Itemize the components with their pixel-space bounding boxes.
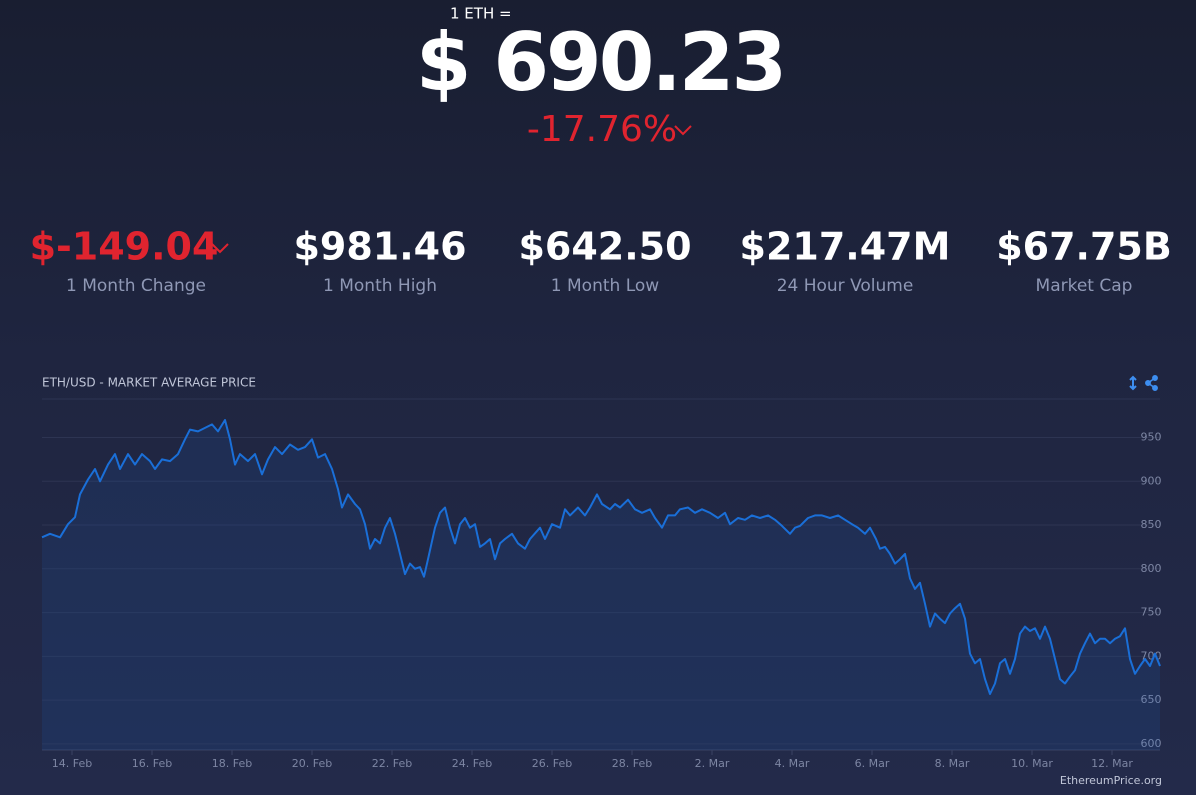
y-tick-label: 750 bbox=[1141, 606, 1162, 619]
x-tick-label: 12. Mar bbox=[1091, 757, 1133, 770]
stat-label: 1 Month Change bbox=[66, 276, 206, 296]
stat-value: $981.46 bbox=[293, 225, 466, 269]
stat-label: 1 Month High bbox=[323, 276, 437, 296]
y-tick-label: 800 bbox=[1141, 562, 1162, 575]
x-tick-label: 6. Mar bbox=[855, 757, 890, 770]
change: -17.76% bbox=[527, 109, 677, 150]
y-tick-label: 900 bbox=[1141, 474, 1162, 487]
stat-label: Market Cap bbox=[1036, 276, 1133, 296]
y-tick-label: 600 bbox=[1141, 737, 1162, 750]
x-tick-label: 10. Mar bbox=[1011, 757, 1053, 770]
price-area bbox=[42, 420, 1160, 750]
share-icon[interactable] bbox=[1145, 375, 1158, 391]
x-tick-label: 26. Feb bbox=[532, 757, 572, 770]
chart-title: ETH/USD - MARKET AVERAGE PRICE bbox=[42, 376, 256, 390]
down-arrow bbox=[211, 243, 229, 254]
stat-label: 24 Hour Volume bbox=[777, 276, 914, 296]
x-tick-label: 14. Feb bbox=[52, 757, 92, 770]
x-tick-label: 2. Mar bbox=[695, 757, 730, 770]
x-tick-label: 24. Feb bbox=[452, 757, 492, 770]
y-tick-label: 950 bbox=[1141, 431, 1162, 444]
y-tick-label: 850 bbox=[1141, 518, 1162, 531]
stat-value: $642.50 bbox=[518, 225, 691, 269]
down-arrow bbox=[674, 125, 692, 136]
stat-value: $67.75B bbox=[996, 225, 1172, 269]
price: $ 690.23 bbox=[416, 16, 784, 109]
x-tick-label: 18. Feb bbox=[212, 757, 252, 770]
x-tick-label: 16. Feb bbox=[132, 757, 172, 770]
price-line bbox=[41, 419, 1161, 695]
stat-label: 1 Month Low bbox=[551, 276, 659, 296]
x-tick-label: 4. Mar bbox=[775, 757, 810, 770]
y-tick-label: 650 bbox=[1141, 693, 1162, 706]
zoom-icon[interactable] bbox=[1129, 375, 1137, 391]
x-tick-label: 28. Feb bbox=[612, 757, 652, 770]
unit: 1 ETH = bbox=[450, 5, 512, 23]
stat-value: $-149.04 bbox=[30, 225, 219, 269]
credit: EthereumPrice.org bbox=[1060, 774, 1162, 787]
x-tick-label: 22. Feb bbox=[372, 757, 412, 770]
stat-value: $217.47M bbox=[740, 225, 951, 269]
x-tick-label: 8. Mar bbox=[935, 757, 970, 770]
x-tick-label: 20. Feb bbox=[292, 757, 332, 770]
